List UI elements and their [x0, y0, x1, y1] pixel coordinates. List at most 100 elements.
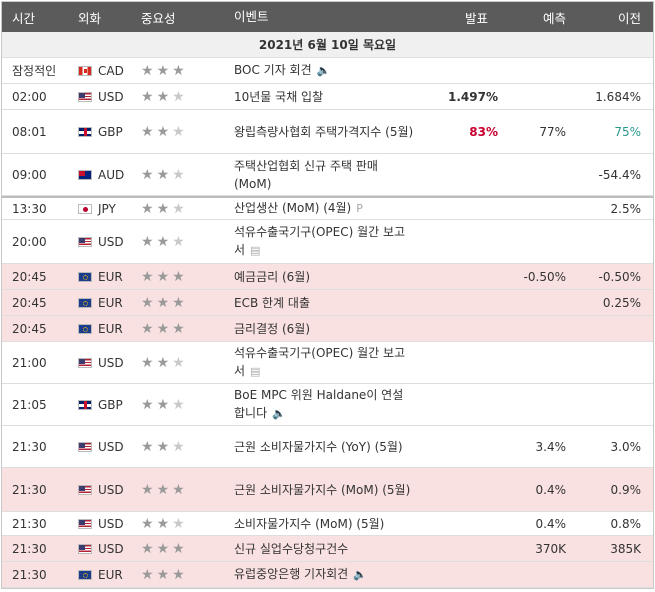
table-row[interactable]: 20:45 EUR ★ ★ ★ 예금금리 (6월) -0.50% -0.50% — [2, 264, 653, 290]
header-event[interactable]: 이벤트 — [234, 9, 269, 24]
event-link[interactable]: 석유수출국기구(OPEC) 월간 보고서 — [234, 225, 406, 257]
event-name[interactable]: 유럽중앙은행 기자회견 🔈 — [226, 565, 414, 584]
importance-stars: ★ ★ ★ — [131, 398, 226, 412]
currency-code: USD — [98, 355, 124, 370]
table-row[interactable]: 20:45 EUR ★ ★ ★ 금리결정 (6월) — [2, 316, 653, 342]
event-link[interactable]: 신규 실업수당청구건수 — [234, 541, 349, 556]
star-filled-icon: ★ — [141, 481, 154, 498]
date-label: 2021년 6월 10일 목요일 — [258, 38, 397, 52]
importance-stars: ★ ★ ★ — [131, 356, 226, 370]
event-link[interactable]: 유럽중앙은행 기자회견 — [234, 567, 349, 581]
event-link[interactable]: 왕립측량사협회 주택가격지수 (5월) — [234, 124, 414, 139]
event-name[interactable]: 석유수출국기구(OPEC) 월간 보고서 ▤ — [226, 344, 414, 381]
event-name[interactable]: ECB 한계 대출 — [226, 294, 414, 312]
star-filled-icon: ★ — [141, 515, 154, 532]
star-filled-icon: ★ — [156, 481, 170, 498]
star-filled-icon: ★ — [156, 62, 170, 79]
importance-stars: ★ ★ ★ — [131, 235, 226, 249]
event-link[interactable]: 근원 소비자물가지수 (MoM) (5월) — [234, 482, 411, 497]
table-row[interactable]: 21:30 USD ★ ★ ★ 소비자물가지수 (MoM) (5월) 0.4% 0.8% — [2, 512, 653, 536]
event-name[interactable]: 왕립측량사협회 주택가격지수 (5월) — [226, 123, 414, 141]
event-link[interactable]: 근원 소비자물가지수 (YoY) (5월) — [234, 439, 403, 454]
table-row[interactable]: 13:30 JPY ★ ★ ★ 산업생산 (MoM) (4월) P 2.5% — [2, 196, 653, 220]
table-row[interactable]: 21:05 GBP ★ ★ ★ BoE MPC 위원 Haldane이 연설합니다 🔈 — [2, 384, 653, 426]
event-name[interactable]: 예금금리 (6월) — [226, 268, 414, 286]
event-link[interactable]: 석유수출국기구(OPEC) 월간 보고서 — [234, 346, 406, 378]
ca-flag-icon — [78, 65, 92, 76]
event-name[interactable]: 10년물 국채 입찰 — [226, 88, 414, 106]
event-time: 20:45 — [12, 321, 47, 336]
table-row[interactable]: 08:01 GBP ★ ★ ★ 왕립측량사협회 주택가격지수 (5월) 83% 77% 75% — [2, 110, 653, 154]
header-currency[interactable]: 외화 — [78, 10, 102, 26]
star-filled-icon: ★ — [141, 88, 154, 105]
importance-stars: ★ ★ ★ — [131, 168, 226, 182]
event-name[interactable]: BoE MPC 위원 Haldane이 연설합니다 🔈 — [226, 386, 414, 423]
event-name[interactable]: 금리결정 (6월) — [226, 320, 414, 338]
event-time: 20:00 — [12, 234, 47, 249]
currency-code: USD — [98, 516, 124, 531]
event-link[interactable]: 예금금리 (6월) — [234, 269, 311, 284]
table-row[interactable]: 09:00 AUD ★ ★ ★ 주택산업협회 신규 주택 판매 (MoM) -54.4% — [2, 154, 653, 196]
event-name[interactable]: 주택산업협회 신규 주택 판매 (MoM) — [226, 157, 414, 193]
event-rows: 잠정적인 CAD ★ ★ ★ BOC 기자 회견 🔈 02:00 USD ★ ★ ★ 10년물 국채 입… — [2, 58, 653, 588]
event-name[interactable]: 석유수출국기구(OPEC) 월간 보고서 ▤ — [226, 223, 414, 260]
star-filled-icon: ★ — [156, 354, 170, 371]
importance-stars: ★ ★ ★ — [131, 483, 226, 497]
table-row[interactable]: 21:30 USD ★ ★ ★ 신규 실업수당청구건수 370K 385K — [2, 536, 653, 562]
header-previous[interactable]: 이전 — [617, 10, 641, 26]
event-name[interactable]: 근원 소비자물가지수 (YoY) (5월) — [226, 438, 414, 456]
forecast-value: 3.4% — [535, 439, 567, 454]
forecast-value: 0.4% — [535, 482, 567, 497]
event-link[interactable]: BoE MPC 위원 Haldane이 연설합니다 — [234, 388, 404, 420]
star-filled-icon: ★ — [141, 294, 154, 311]
star-filled-icon: ★ — [172, 268, 185, 285]
event-link[interactable]: 금리결정 (6월) — [234, 321, 311, 336]
star-empty-icon: ★ — [172, 233, 185, 250]
event-time: 21:30 — [12, 482, 47, 497]
event-name[interactable]: 근원 소비자물가지수 (MoM) (5월) — [226, 481, 414, 499]
table-row[interactable]: 02:00 USD ★ ★ ★ 10년물 국채 입찰 1.497% 1.684% — [2, 84, 653, 110]
table-row[interactable]: 21:30 USD ★ ★ ★ 근원 소비자물가지수 (MoM) (5월) 0.4% 0.9% — [2, 468, 653, 512]
star-filled-icon: ★ — [156, 320, 170, 337]
event-link[interactable]: 산업생산 (MoM) (4월) — [234, 201, 352, 215]
event-link[interactable]: 주택산업협회 신규 주택 판매 (MoM) — [234, 158, 378, 191]
header-forecast[interactable]: 예측 — [542, 10, 566, 26]
currency-cell: USD — [66, 90, 131, 104]
table-row[interactable]: 20:45 EUR ★ ★ ★ ECB 한계 대출 0.25% — [2, 290, 653, 316]
header-importance[interactable]: 중요성 — [141, 10, 176, 26]
table-row[interactable]: 20:00 USD ★ ★ ★ 석유수출국기구(OPEC) 월간 보고서 ▤ — [2, 220, 653, 264]
star-filled-icon: ★ — [156, 294, 170, 311]
event-link[interactable]: 소비자물가지수 (MoM) (5월) — [234, 516, 385, 531]
us-flag-icon — [78, 91, 92, 102]
actual-value: 83% — [469, 124, 498, 139]
star-filled-icon: ★ — [141, 200, 154, 217]
event-name[interactable]: 소비자물가지수 (MoM) (5월) — [226, 515, 414, 533]
header-time[interactable]: 시간 — [12, 10, 36, 26]
event-link[interactable]: ECB 한계 대출 — [234, 295, 310, 310]
event-name[interactable]: 신규 실업수당청구건수 — [226, 540, 414, 558]
currency-code: USD — [98, 482, 124, 497]
currency-code: USD — [98, 89, 124, 104]
star-filled-icon: ★ — [141, 233, 154, 250]
currency-code: JPY — [98, 201, 116, 216]
header-actual[interactable]: 발표 — [464, 10, 488, 26]
event-link[interactable]: 10년물 국채 입찰 — [234, 89, 324, 104]
table-row[interactable]: 21:00 USD ★ ★ ★ 석유수출국기구(OPEC) 월간 보고서 ▤ — [2, 342, 653, 384]
star-filled-icon: ★ — [141, 396, 154, 413]
table-row[interactable]: 잠정적인 CAD ★ ★ ★ BOC 기자 회견 🔈 — [2, 58, 653, 84]
speaker-icon: 🔈 — [353, 568, 367, 581]
currency-code: EUR — [98, 269, 123, 284]
table-row[interactable]: 21:30 USD ★ ★ ★ 근원 소비자물가지수 (YoY) (5월) 3.4% 3.0% — [2, 426, 653, 468]
event-name[interactable]: BOC 기자 회견 🔈 — [226, 61, 414, 80]
event-time: 잠정적인 — [12, 64, 57, 78]
importance-stars: ★ ★ ★ — [131, 517, 226, 531]
currency-code: EUR — [98, 567, 123, 582]
table-row[interactable]: 21:30 EUR ★ ★ ★ 유럽중앙은행 기자회견 🔈 — [2, 562, 653, 588]
currency-cell: USD — [66, 440, 131, 454]
currency-code: EUR — [98, 295, 123, 310]
previous-value: 3.0% — [610, 439, 642, 454]
currency-cell: USD — [66, 356, 131, 370]
previous-value: 0.8% — [610, 516, 642, 531]
event-link[interactable]: BOC 기자 회견 — [234, 63, 312, 77]
event-name[interactable]: 산업생산 (MoM) (4월) P — [226, 199, 414, 218]
